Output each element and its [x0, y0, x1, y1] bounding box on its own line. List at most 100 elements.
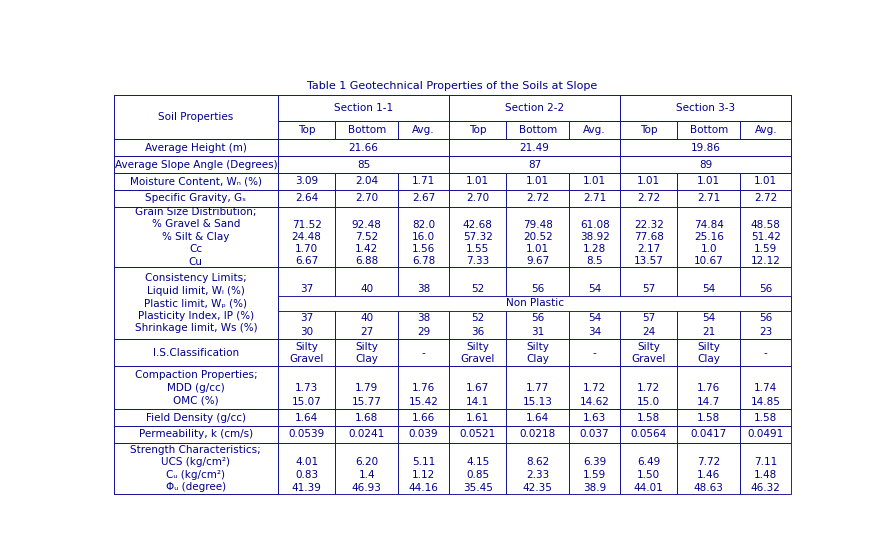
Bar	[677, 443, 740, 494]
Text: 1.74: 1.74	[754, 383, 777, 393]
Text: 46.93: 46.93	[351, 483, 381, 493]
Text: 42.35: 42.35	[523, 483, 553, 493]
Bar	[506, 443, 570, 494]
Text: 27: 27	[360, 327, 374, 337]
Text: 25.16: 25.16	[694, 232, 724, 242]
Text: 1.66: 1.66	[412, 413, 435, 423]
Bar	[336, 156, 398, 173]
Text: Avg.: Avg.	[754, 125, 777, 135]
Bar	[398, 409, 449, 426]
Text: 1.01: 1.01	[638, 176, 660, 186]
Bar	[278, 121, 336, 139]
Text: 22.32: 22.32	[634, 220, 664, 230]
Bar	[740, 139, 791, 156]
Text: 8.62: 8.62	[526, 457, 549, 467]
Text: 1.79: 1.79	[355, 383, 378, 393]
Bar	[278, 139, 336, 156]
Text: 36: 36	[471, 327, 484, 337]
Text: 1.59: 1.59	[754, 244, 777, 254]
Text: 15.07: 15.07	[291, 397, 321, 407]
Bar	[449, 207, 506, 267]
Bar	[449, 156, 506, 173]
Text: 1.12: 1.12	[412, 470, 435, 480]
Text: 5.11: 5.11	[412, 457, 435, 467]
Bar	[740, 366, 791, 409]
Text: 15.42: 15.42	[409, 397, 439, 407]
Text: 19.86: 19.86	[691, 143, 721, 153]
Bar	[740, 190, 791, 207]
Text: 7.52: 7.52	[355, 232, 378, 242]
Bar	[620, 156, 791, 173]
Bar	[398, 190, 449, 207]
Text: 57.32: 57.32	[463, 232, 493, 242]
Text: 6.78: 6.78	[412, 256, 435, 266]
Bar	[620, 139, 677, 156]
Text: Silty
Gravel: Silty Gravel	[461, 342, 494, 364]
Text: -: -	[422, 348, 426, 358]
Bar	[336, 121, 398, 139]
Text: 21: 21	[702, 327, 715, 337]
Text: 2.72: 2.72	[526, 193, 549, 203]
Bar	[506, 409, 570, 426]
Bar	[620, 173, 677, 190]
Bar	[398, 139, 449, 156]
Bar	[114, 156, 278, 173]
Text: Silty
Clay: Silty Clay	[355, 342, 378, 364]
Bar	[677, 366, 740, 409]
Text: Table 1 Geotechnical Properties of the Soils at Slope: Table 1 Geotechnical Properties of the S…	[307, 81, 598, 91]
Bar	[677, 173, 740, 190]
Bar	[620, 426, 677, 443]
Text: Non Plastic: Non Plastic	[506, 298, 563, 308]
Text: 24.48: 24.48	[291, 232, 321, 242]
Text: 0.0417: 0.0417	[691, 430, 727, 440]
Text: 24: 24	[642, 327, 655, 337]
Text: 4.01: 4.01	[295, 457, 318, 467]
Bar	[677, 207, 740, 267]
Bar	[570, 339, 620, 366]
Text: Moisture Content, Wₙ (%): Moisture Content, Wₙ (%)	[130, 176, 262, 186]
Bar	[278, 296, 791, 310]
Text: 52: 52	[471, 284, 484, 294]
Bar	[620, 267, 677, 339]
Text: 6.88: 6.88	[355, 256, 378, 266]
Text: 1.28: 1.28	[583, 244, 607, 254]
Text: 34: 34	[588, 327, 601, 337]
Text: 57: 57	[642, 284, 655, 294]
Text: 1.71: 1.71	[412, 176, 435, 186]
Bar	[336, 339, 398, 366]
Text: 0.0218: 0.0218	[519, 430, 556, 440]
Text: 21.49: 21.49	[520, 143, 549, 153]
Bar	[620, 366, 677, 409]
Text: 4.15: 4.15	[466, 457, 489, 467]
Bar	[506, 339, 570, 366]
Bar	[449, 156, 620, 173]
Text: 1.01: 1.01	[466, 176, 489, 186]
Bar	[570, 95, 620, 121]
Bar	[278, 443, 336, 494]
Bar	[506, 95, 570, 121]
Text: 30: 30	[300, 327, 313, 337]
Bar	[398, 366, 449, 409]
Bar	[449, 95, 506, 121]
Text: 16.0: 16.0	[412, 232, 435, 242]
Bar	[570, 207, 620, 267]
Bar	[740, 207, 791, 267]
Bar	[740, 443, 791, 494]
Bar	[506, 121, 570, 139]
Text: 1.58: 1.58	[754, 413, 777, 423]
Text: 54: 54	[702, 312, 715, 323]
Bar	[570, 409, 620, 426]
Text: 7.72: 7.72	[698, 457, 721, 467]
Bar	[114, 426, 278, 443]
Bar	[620, 95, 791, 121]
Text: -: -	[592, 348, 597, 358]
Text: 37: 37	[300, 284, 313, 294]
Text: 1.77: 1.77	[526, 383, 549, 393]
Text: Average Height (m): Average Height (m)	[145, 143, 247, 153]
Bar	[677, 139, 740, 156]
Bar	[398, 426, 449, 443]
Text: 31: 31	[531, 327, 545, 337]
Bar	[114, 339, 278, 366]
Bar	[449, 139, 620, 156]
Text: 6.49: 6.49	[638, 457, 660, 467]
